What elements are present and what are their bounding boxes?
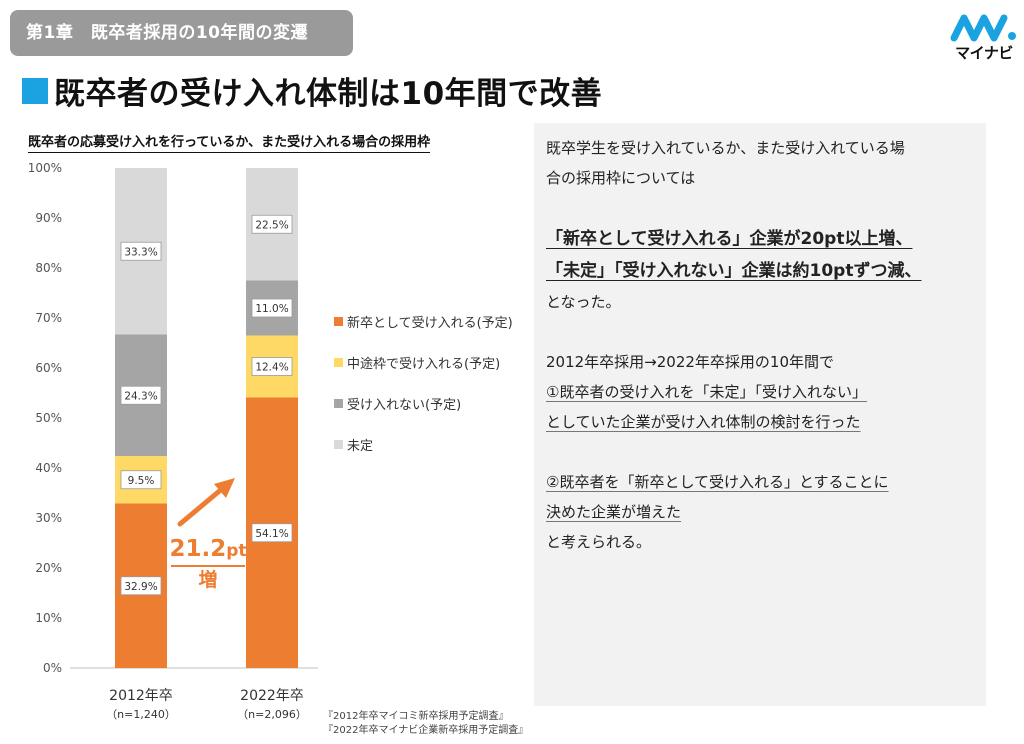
data-label: 11.0% xyxy=(255,303,288,315)
data-label: 24.3% xyxy=(124,390,157,402)
data-label-box xyxy=(251,523,293,543)
logo-text: マイナビ xyxy=(955,44,1013,62)
legend-swatch xyxy=(334,357,343,367)
callout-number: 21.2 xyxy=(169,536,227,562)
legend-item: 受け入れない(予定) xyxy=(334,393,513,413)
data-label: 22.5% xyxy=(255,219,288,231)
x-category-label: 2022年卒 xyxy=(240,688,304,704)
data-label: 12.4% xyxy=(255,362,288,374)
panel-conclusion: と考えられる。 xyxy=(546,533,652,551)
y-tick-label: 80% xyxy=(35,261,62,275)
x-category-note: （n=1,240） xyxy=(106,708,176,721)
callout-underline xyxy=(171,565,245,567)
panel-intro-line: 既卒学生を受け入れているか、また受け入れている場 xyxy=(546,139,905,157)
panel-intro-line: 合の採用枠については xyxy=(546,169,696,187)
data-label-box xyxy=(251,214,293,234)
y-tick-label: 100% xyxy=(28,161,62,175)
data-label-box xyxy=(120,576,162,596)
legend-label: 未定 xyxy=(347,438,374,454)
data-label-box xyxy=(251,357,293,376)
panel-emphasis-line: 「未定」「受け入れない」企業は約10ptずつ減、 xyxy=(546,261,922,281)
legend-swatch xyxy=(334,439,343,449)
stacked-bar-chart: 0% 10% 20% 30% 40% 50% 60% 70% 80% 90% 100% 32.9% 9.… xyxy=(28,161,318,721)
summary-panel: 既卒学生を受け入れているか、また受け入れている場 合の採用枠については 「新卒と… xyxy=(534,123,986,706)
y-tick-label: 40% xyxy=(35,461,62,475)
panel-outro: となった。 xyxy=(546,293,621,311)
increase-arrow-shaft xyxy=(177,485,226,527)
source-notes: 『2012年卒マイコミ新卒採用予定調査』 『2022年卒マイナビ企業新卒採用予定… xyxy=(323,710,528,738)
data-label-box xyxy=(120,241,162,261)
y-tick-label: 0% xyxy=(43,661,62,675)
legend-swatch xyxy=(334,316,343,326)
legend-item: 中途枠で受け入れる(予定) xyxy=(334,352,513,372)
legend-item: 新卒として受け入れる(予定) xyxy=(334,311,513,331)
y-tick-label: 90% xyxy=(35,211,62,225)
data-label: 54.1% xyxy=(255,528,288,540)
y-tick-label: 30% xyxy=(35,511,62,525)
increase-arrow-head xyxy=(214,478,235,498)
chart-legend: 新卒として受け入れる(予定) 中途枠で受け入れる(予定) 受け入れない(予定) … xyxy=(334,311,513,475)
page-title: 既卒者の受け入れ体制は10年間で改善 xyxy=(54,76,603,112)
panel-point-1: ①既卒者の受け入れを「未定」「受け入れない」 xyxy=(546,383,867,401)
x-category-note: （n=2,096） xyxy=(237,708,307,721)
title-bullet xyxy=(22,78,48,104)
y-tick-label: 70% xyxy=(35,311,62,325)
y-tick-label: 20% xyxy=(35,561,62,575)
data-label-box xyxy=(251,298,293,318)
panel-point-2: 決めた企業が増えた xyxy=(546,503,682,521)
data-label: 9.5% xyxy=(128,475,155,487)
legend-label: 受け入れない(予定) xyxy=(347,397,462,413)
legend-item: 未定 xyxy=(334,434,513,454)
legend-swatch xyxy=(334,398,343,408)
data-label-box xyxy=(120,385,162,405)
callout-text: 増 xyxy=(198,569,218,591)
mynavi-logo-icon xyxy=(950,14,1016,42)
chart-title: 既卒者の応募受け入れを行っているか、また受け入れる場合の採用枠 xyxy=(28,131,431,153)
chapter-label: 第1章 既卒者採用の10年間の変遷 xyxy=(10,10,353,56)
data-label: 33.3% xyxy=(124,246,157,258)
panel-point-1: としていた企業が受け入れ体制の検討を行った xyxy=(546,413,861,431)
y-tick-label: 10% xyxy=(35,611,62,625)
callout-unit: pt xyxy=(226,541,247,561)
callout-value: 21.2pt xyxy=(167,535,249,565)
increase-callout: 21.2pt 増 xyxy=(167,535,249,593)
source-line: 『2012年卒マイコミ新卒採用予定調査』 xyxy=(323,711,509,722)
panel-emphasis-line: 「新卒として受け入れる」企業が20pt以上増、 xyxy=(546,229,913,249)
panel-period: 2012年卒採用→2022年卒採用の10年間で xyxy=(546,353,835,371)
panel-point-2: ②既卒者を「新卒として受け入れる」とすることに xyxy=(546,473,889,491)
x-category-label: 2012年卒 xyxy=(109,688,173,704)
y-tick-label: 50% xyxy=(35,411,62,425)
legend-label: 新卒として受け入れる(予定) xyxy=(347,315,513,331)
source-line: 『2022年卒マイナビ企業新卒採用予定調査』 xyxy=(323,725,529,736)
legend-label: 中途枠で受け入れる(予定) xyxy=(347,356,501,372)
data-label: 32.9% xyxy=(124,581,157,593)
y-tick-label: 60% xyxy=(35,361,62,375)
data-label-box xyxy=(120,470,162,490)
